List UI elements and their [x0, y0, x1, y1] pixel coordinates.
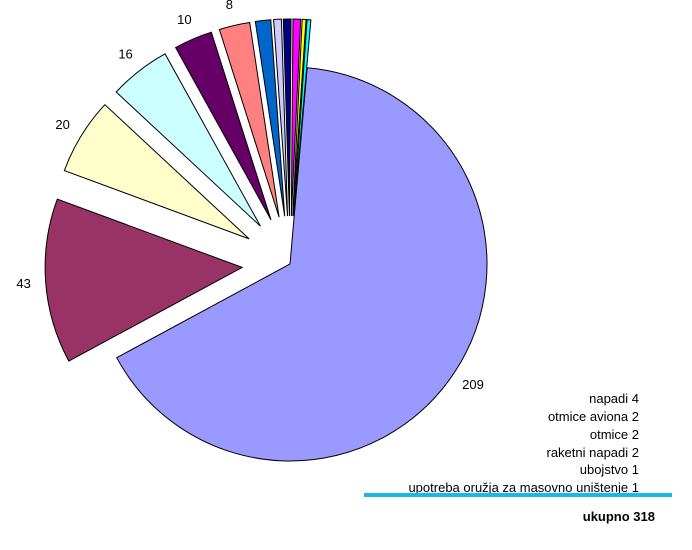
- pie-slice-5: [218, 21, 280, 218]
- pie-slice-10: [292, 18, 307, 217]
- legend-item-ubojstvo: ubojstvo 1: [579, 462, 639, 477]
- legend-item-otmice-aviona: otmice aviona 2: [547, 409, 639, 424]
- pie-slice-7: [273, 18, 289, 217]
- pie-value-label-0: 209: [462, 377, 484, 392]
- pie-slice-8: [282, 18, 292, 217]
- pie-slice-0: [116, 67, 488, 462]
- pie-slice-2: [63, 103, 250, 240]
- pie-value-label-5: 8: [226, 0, 233, 12]
- pie-value-label-2: 20: [55, 117, 69, 132]
- pie-slice-11: [293, 19, 312, 217]
- pie-slice-6: [254, 19, 286, 217]
- pie-slice-4: [174, 31, 272, 221]
- total-label: ukupno 318: [582, 509, 655, 524]
- pie-slice-1: [44, 198, 244, 362]
- legend-underline: [364, 493, 672, 497]
- pie-value-label-3: 16: [118, 47, 132, 62]
- legend-item-otmice: otmice 2: [589, 427, 639, 442]
- pie-value-label-4: 10: [177, 12, 191, 27]
- legend-item-oruzje-masovno-unistenje: upotreba oružja za masovno uništenje 1: [408, 480, 639, 495]
- legend-item-raketni-napadi: raketni napadi 2: [546, 445, 639, 460]
- pie-slice-3: [115, 53, 261, 227]
- pie-value-label-1: 43: [16, 276, 30, 291]
- legend-item-napadi: napadi 4: [589, 391, 639, 406]
- pie-slice-9: [290, 18, 302, 217]
